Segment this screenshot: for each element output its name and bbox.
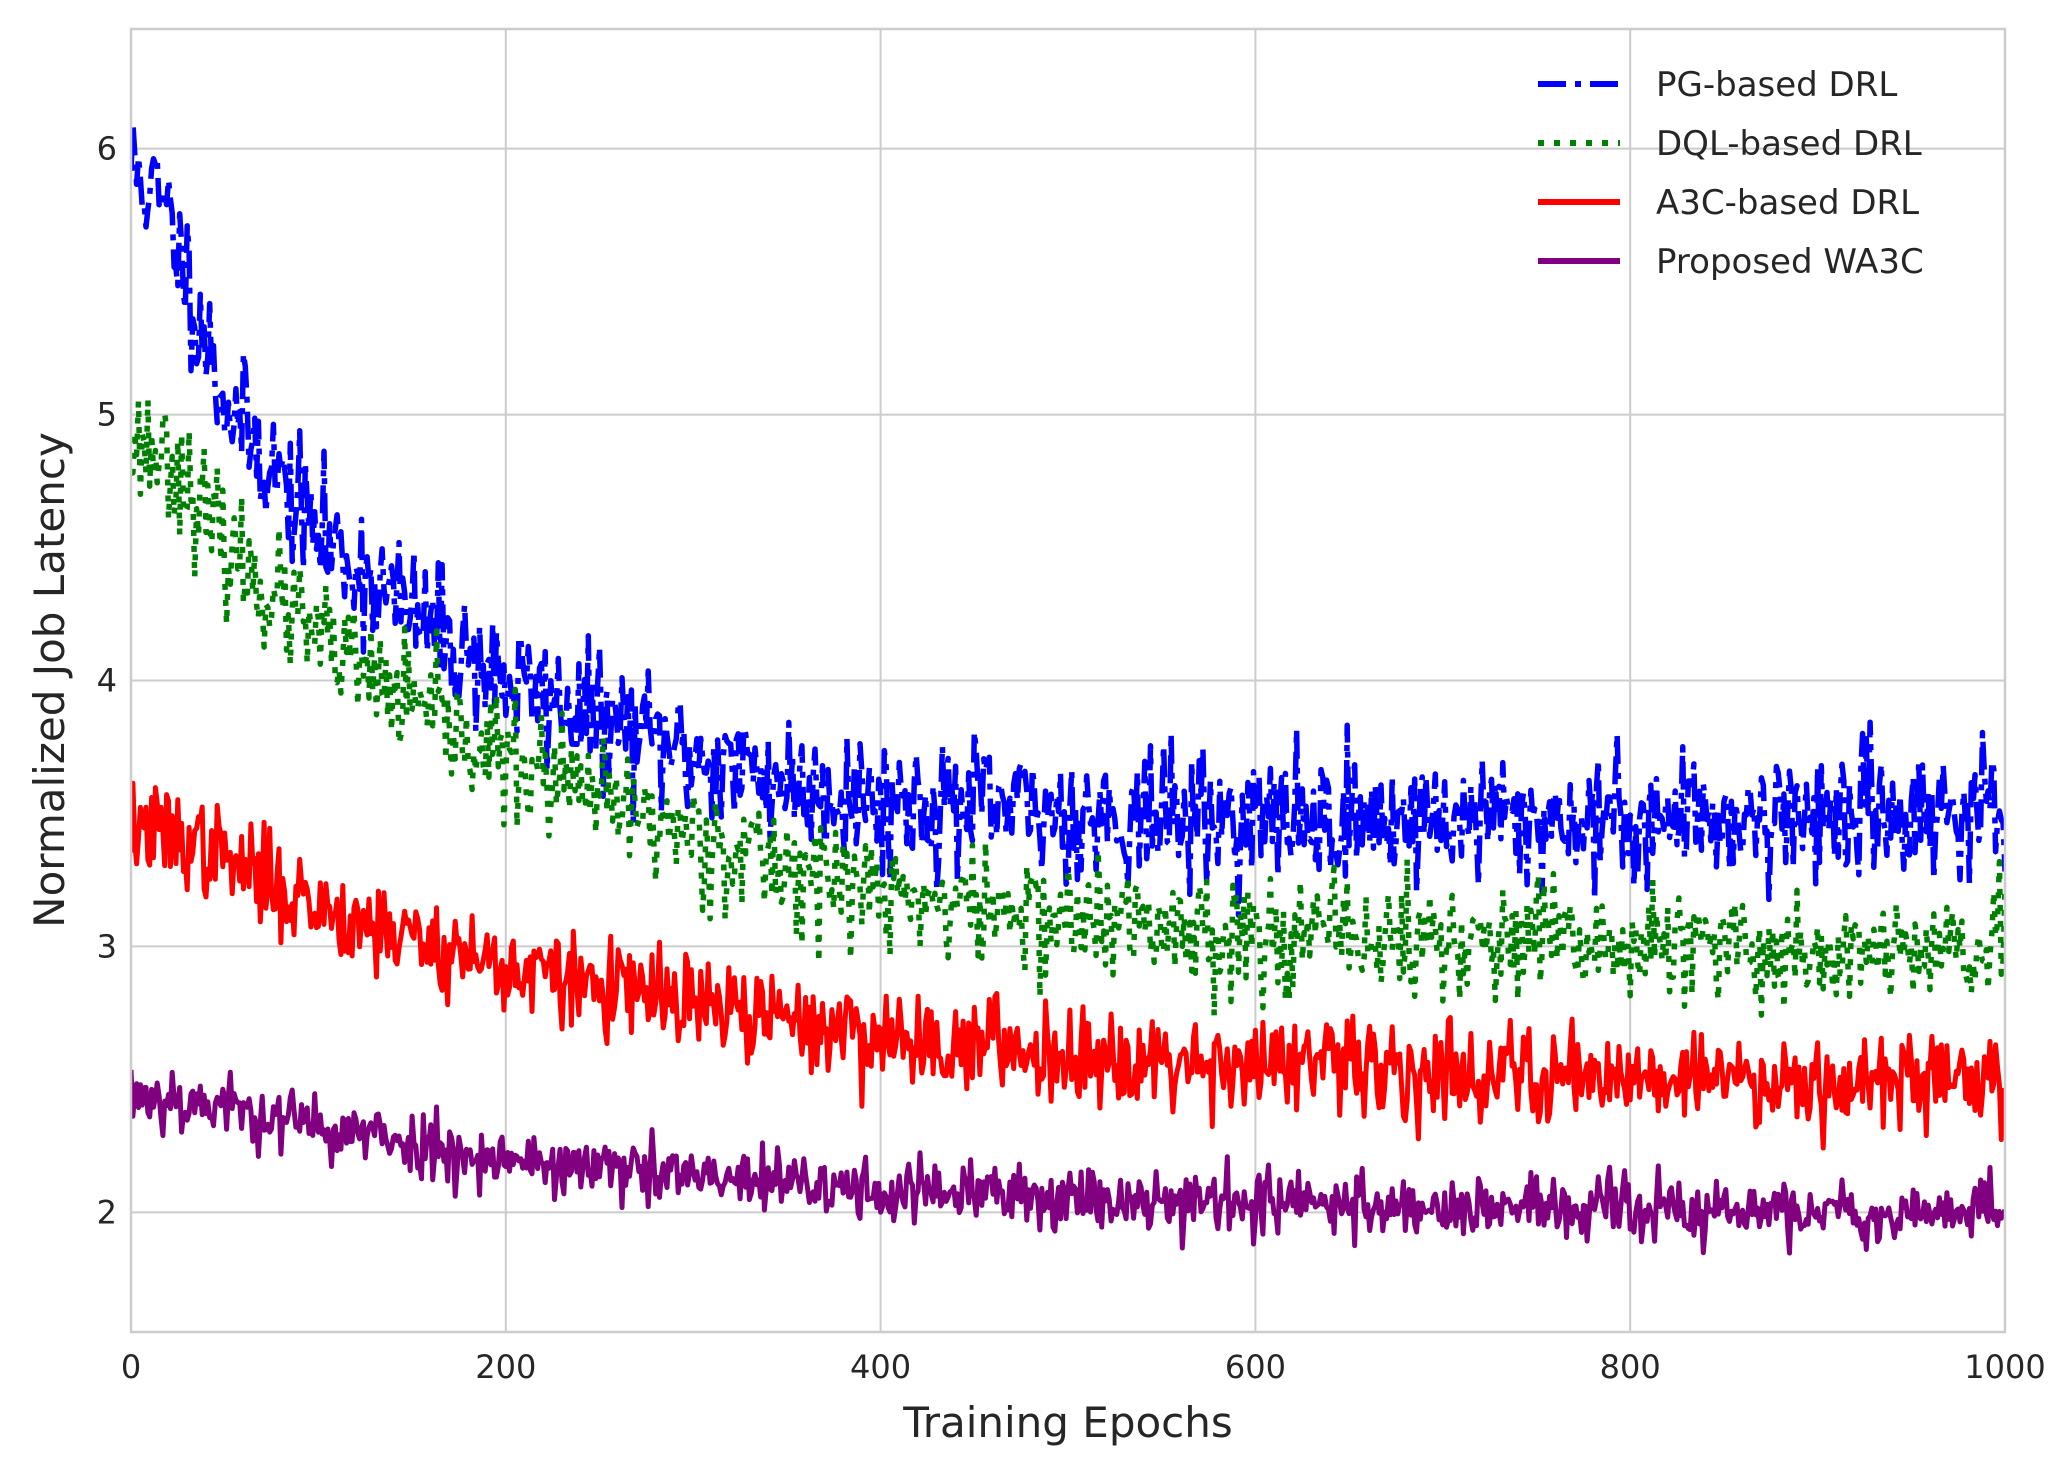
series-line-proposed-wa3c — [131, 1069, 2005, 1256]
y-tick-label: 2 — [97, 1193, 117, 1231]
legend-label-a3c-based-drl: A3C-based DRL — [1656, 183, 1919, 223]
legend-label-pg-based-drl: PG-based DRL — [1656, 65, 1897, 105]
x-axis-title: Training Epochs — [902, 1398, 1233, 1447]
legend-label-proposed-wa3c: Proposed WA3C — [1656, 242, 1924, 282]
y-tick-label: 4 — [97, 662, 117, 700]
y-tick-label: 5 — [97, 396, 117, 434]
tick-labels: 0 200 400 600 800 1000 2 3 4 5 6 — [97, 130, 2046, 1386]
y-tick-label: 6 — [97, 130, 117, 168]
plot-frame — [129, 27, 2007, 1334]
y-tick-label: 3 — [97, 927, 117, 965]
x-tick-label: 1000 — [1964, 1348, 2045, 1386]
series-layer — [131, 120, 2005, 1256]
legend: PG-based DRL DQL-based DRL A3C-based DRL Pr… — [1538, 65, 1924, 282]
x-tick-label: 800 — [1600, 1348, 1661, 1386]
series-line-dql-based-drl — [131, 397, 2005, 1019]
series-line-a3c-based-drl — [131, 780, 2005, 1151]
x-tick-label: 200 — [475, 1348, 536, 1386]
y-axis-title: Normalized Job Latency — [25, 432, 74, 928]
x-tick-label: 400 — [850, 1348, 911, 1386]
x-tick-label: 600 — [1225, 1348, 1286, 1386]
legend-label-dql-based-drl: DQL-based DRL — [1656, 124, 1922, 164]
x-tick-label: 0 — [121, 1348, 141, 1386]
